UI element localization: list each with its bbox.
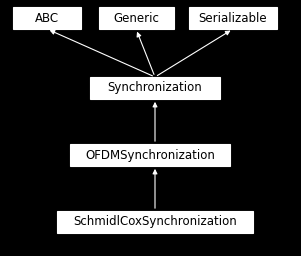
Text: Synchronization: Synchronization (108, 81, 202, 94)
Text: Serializable: Serializable (199, 12, 267, 25)
FancyBboxPatch shape (70, 144, 230, 166)
FancyBboxPatch shape (57, 211, 253, 233)
Text: ABC: ABC (35, 12, 59, 25)
FancyBboxPatch shape (98, 7, 173, 29)
Text: OFDMSynchronization: OFDMSynchronization (85, 148, 215, 162)
FancyBboxPatch shape (189, 7, 277, 29)
FancyBboxPatch shape (90, 77, 220, 99)
Text: Generic: Generic (113, 12, 159, 25)
Text: SchmidlCoxSynchronization: SchmidlCoxSynchronization (73, 216, 237, 229)
FancyBboxPatch shape (13, 7, 81, 29)
